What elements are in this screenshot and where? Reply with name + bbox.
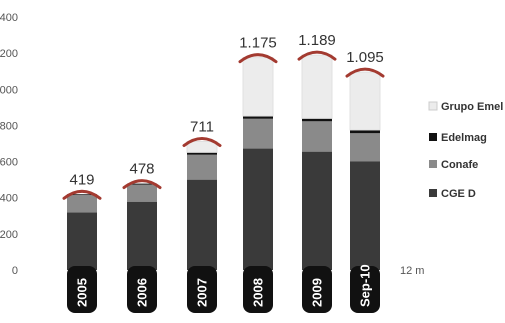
annotation-text: 12 m (400, 265, 424, 277)
bar-total-label: 1.189 (298, 32, 336, 49)
y-tick-label: 1 400 (0, 12, 18, 24)
total-arc (62, 189, 102, 200)
category-pill (127, 266, 157, 313)
bar-segment (349, 71, 381, 131)
bar-segment (67, 194, 97, 196)
bar-segment (127, 184, 157, 202)
legend-swatch (429, 160, 437, 168)
legend-label: CGE D (441, 188, 476, 200)
bar-segment (186, 141, 218, 153)
total-arc (122, 179, 162, 190)
bar-total-label: 711 (190, 119, 214, 136)
y-tick-label: 600 (0, 157, 18, 169)
category-label: 2008 (251, 278, 266, 307)
legend-label: Edelmag (441, 132, 487, 144)
bar-segment (350, 161, 380, 270)
legend-label: Grupo Emel (441, 101, 503, 113)
bar-segment (302, 151, 332, 270)
bar-segment (243, 148, 273, 270)
legend-swatch (429, 189, 437, 197)
category-pill (243, 266, 273, 313)
bar-segment (350, 129, 380, 134)
bar-segment (187, 179, 217, 270)
total-arc (297, 50, 337, 61)
y-tick-label: 800 (0, 120, 18, 132)
bar-segment (301, 54, 333, 119)
legend-label: Conafe (441, 159, 478, 171)
category-label: 2009 (310, 278, 325, 307)
total-arc (345, 67, 385, 78)
bar-segment (127, 183, 157, 185)
bar-segment (243, 116, 273, 119)
category-label: Sep-10 (358, 264, 373, 307)
total-arc (238, 53, 278, 64)
bar-segment (243, 118, 273, 149)
total-arc (182, 137, 222, 148)
y-tick-label: 1 000 (0, 84, 18, 96)
bar-segment (302, 118, 332, 122)
y-tick-label: 1 200 (0, 48, 18, 60)
bar-total-label: 478 (129, 161, 154, 178)
bar-total-label: 1.175 (239, 35, 277, 52)
category-pill (302, 266, 332, 313)
category-label: 2005 (75, 278, 90, 307)
category-pill (67, 266, 97, 313)
y-tick-label: 400 (0, 193, 18, 205)
bar-segment (302, 121, 332, 152)
category-label: 2007 (195, 278, 210, 307)
bar-segment (187, 152, 217, 155)
category-pill (187, 266, 217, 313)
bar-total-label: 1.095 (346, 49, 384, 66)
bar-segment (67, 212, 97, 270)
bar-segment (67, 195, 97, 213)
category-pill (350, 266, 380, 313)
bar-total-label: 419 (69, 171, 94, 188)
y-tick-label: 0 (12, 265, 18, 277)
bar-segment (187, 154, 217, 180)
bar-segment (127, 201, 157, 270)
y-tick-label: 200 (0, 229, 18, 241)
category-label: 2006 (135, 278, 150, 307)
bar-segment (350, 133, 380, 162)
legend-swatch (429, 133, 437, 141)
legend-swatch (428, 101, 438, 111)
bar-segment (242, 57, 274, 117)
